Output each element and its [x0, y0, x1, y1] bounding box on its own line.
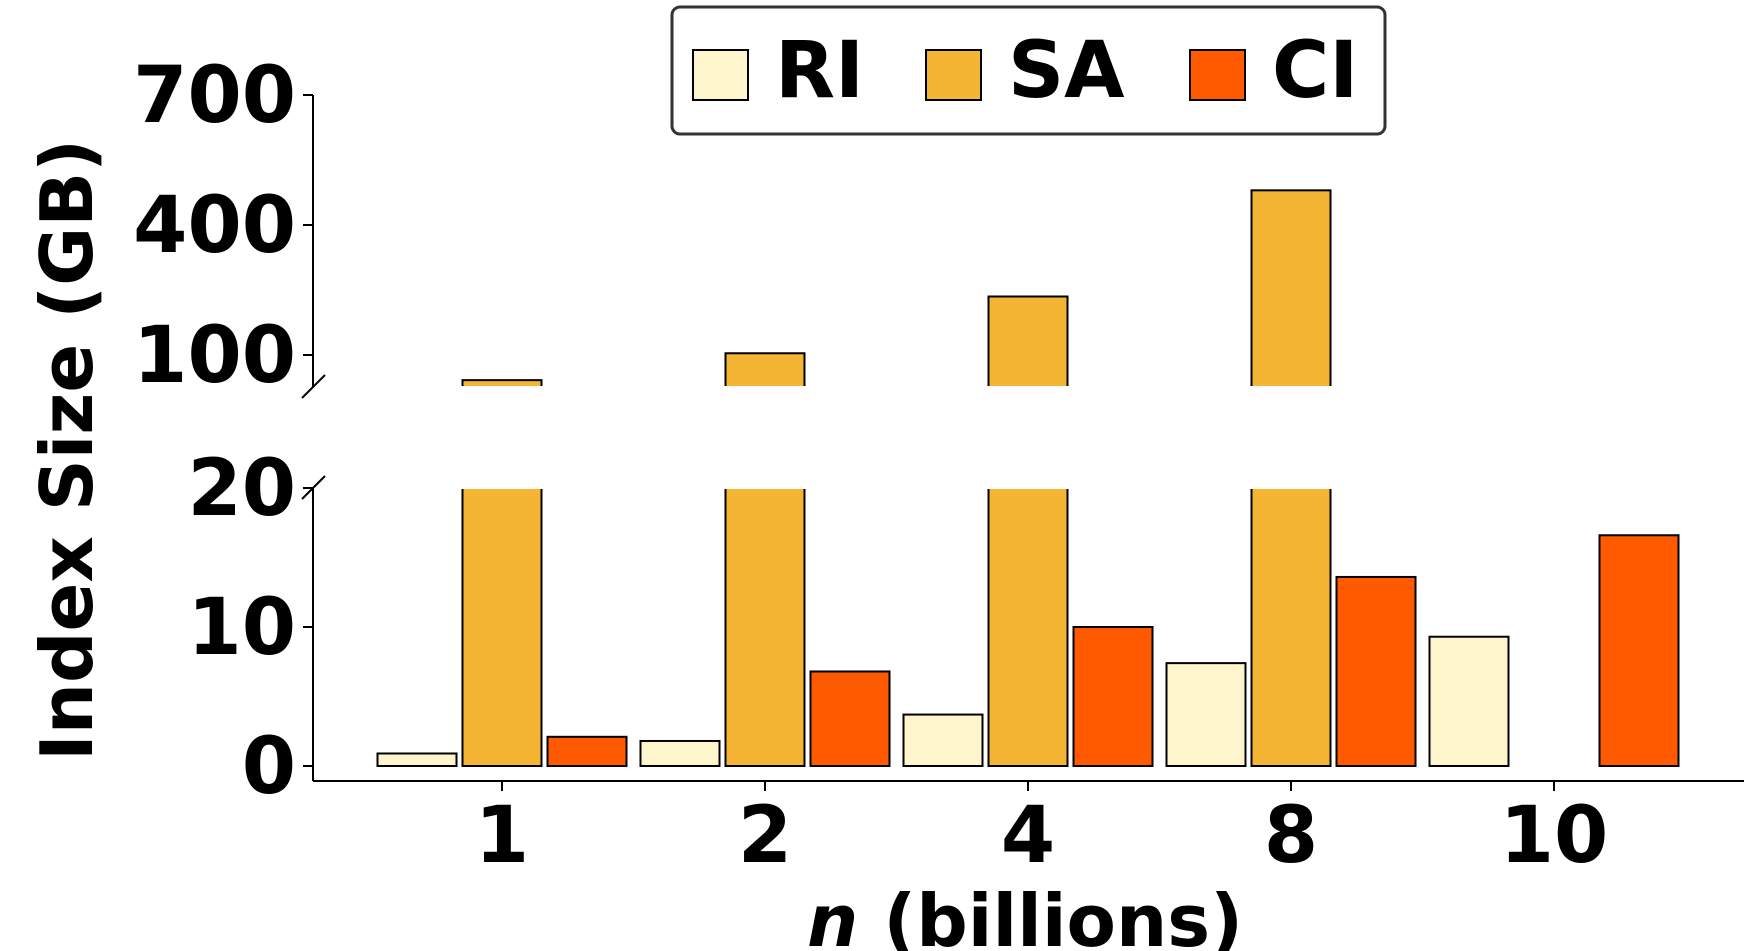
legend-label-ci: CI [1272, 26, 1358, 116]
break-gap-lower [315, 485, 1744, 489]
x-axis-label-rest: (billions) [858, 879, 1243, 951]
legend-swatch-sa [925, 49, 982, 101]
bar-ci-2 [809, 670, 891, 767]
bar-sa-2-upper [724, 352, 806, 388]
y-tick-label-100: 100 [133, 311, 296, 401]
x-tick-label-4: 4 [1001, 791, 1055, 881]
bar-ri-10 [1428, 635, 1510, 767]
bar-ci-10 [1598, 534, 1680, 768]
bar-ci-1 [546, 735, 628, 767]
y-tick-label-0: 0 [242, 722, 296, 812]
bar-sa-4-upper [987, 295, 1069, 388]
y-tick-label-20: 20 [187, 444, 296, 534]
break-gap-upper [315, 386, 1744, 390]
x-tick-label-1: 1 [475, 791, 529, 881]
axis-break-mark-upper [301, 374, 326, 399]
x-axis-label-italic: n [807, 879, 858, 951]
legend-swatch-ci [1189, 49, 1246, 101]
x-axis-label: n (billions) [807, 879, 1243, 951]
y-tick-label-400: 400 [133, 181, 296, 271]
legend-swatch-ri [692, 49, 749, 101]
bar-sa-4-lower [987, 487, 1069, 767]
legend-label-sa: SA [1008, 26, 1125, 116]
x-tick-label-10: 10 [1500, 791, 1609, 881]
bar-sa-1-lower [461, 487, 543, 767]
bar-ri-4 [902, 713, 984, 768]
bar-sa-8-upper [1250, 189, 1332, 388]
legend-frame [670, 5, 1387, 136]
bar-ri-2 [639, 739, 721, 767]
y-tick-label-700: 700 [133, 51, 296, 141]
legend-label-ri: RI [775, 26, 864, 116]
bar-sa-8-lower [1250, 487, 1332, 767]
axis-break-mark-lower [301, 475, 326, 500]
y-tick-label-10: 10 [187, 583, 296, 673]
ticks-layer: 0 10 20 100 400 700 1 2 4 8 10 [133, 51, 1608, 881]
x-tick-label-2: 2 [738, 791, 792, 881]
bar-ci-4 [1072, 626, 1154, 767]
bar-ci-8 [1335, 575, 1417, 768]
bar-sa-1-upper [461, 379, 543, 388]
bars-layer [315, 189, 1744, 768]
legend: RI SA CI [670, 5, 1387, 136]
x-tick-label-8: 8 [1264, 791, 1318, 881]
bar-sa-2-lower [724, 487, 806, 767]
y-axis-label: Index Size (GB) [25, 139, 109, 761]
bar-ri-1 [376, 752, 458, 767]
bar-ri-8 [1165, 662, 1247, 768]
